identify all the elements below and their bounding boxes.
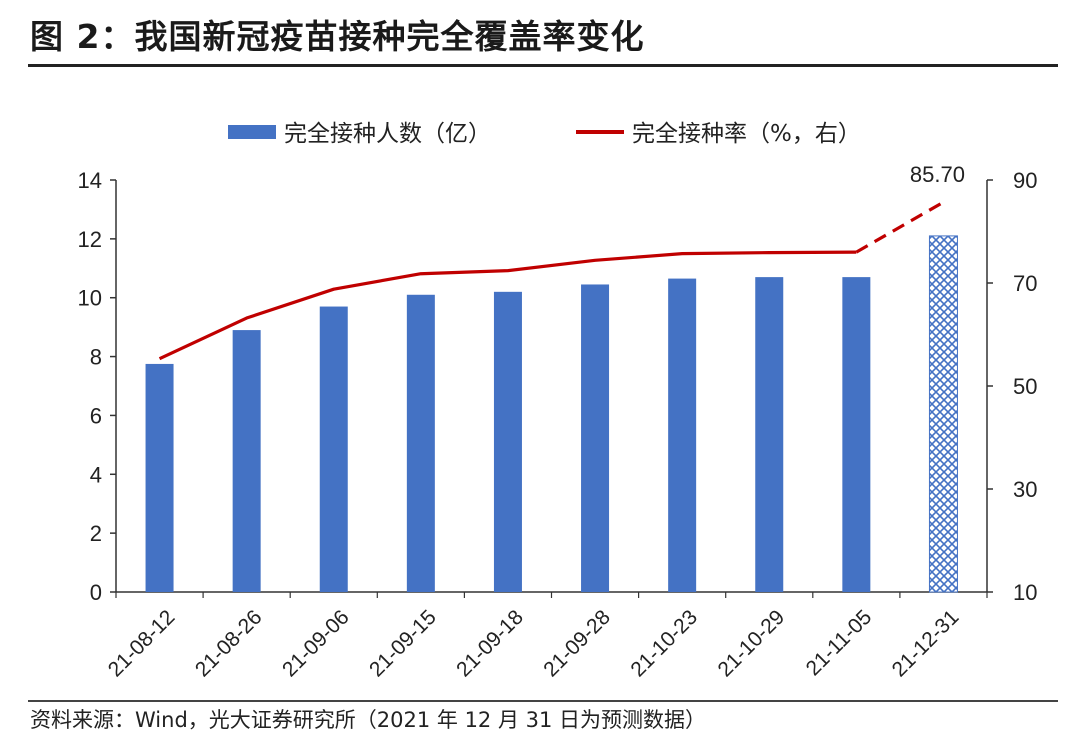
bar [755,277,784,592]
legend-label-line: 完全接种率（%，右） [632,121,861,147]
bar [232,330,261,592]
x-axis-tick-label: 21-08-12 [104,606,180,682]
bar [581,284,610,592]
line-series [158,200,945,361]
left-axis-tick-label: 6 [90,403,102,428]
x-axis-tick-label: 21-09-28 [539,606,615,682]
right-axis-tick-label: 50 [1013,374,1037,399]
legend-label-bar: 完全接种人数（亿） [284,121,491,147]
bar [668,278,697,592]
vaccination-chart: 完全接种人数（亿） 完全接种率（%，右） 0 2 4 6 8 10 12 14 10 30 50 70 9… [78,121,1038,681]
data-label: 85.70 [910,162,965,187]
left-axis-tick-label: 4 [90,462,102,487]
right-axis-tick-label: 30 [1013,477,1037,502]
rate-line [158,250,857,361]
x-axis-tick-label: 21-10-23 [626,606,702,682]
right-axis-tick-label: 90 [1013,168,1037,193]
rate-line-forecast [855,200,945,254]
figure-title: 图 2：我国新冠疫苗接种完全覆盖率变化 [30,17,645,56]
x-axis-tick-label: 21-09-06 [278,606,354,682]
left-axis-tick-label: 0 [90,580,102,605]
left-axis-tick-label: 10 [78,286,102,311]
x-axis-tick-label: 21-08-26 [191,606,267,682]
left-axis-tick-label: 12 [78,227,102,252]
data-labels: 85.70 [910,162,965,187]
bar-forecast [928,235,958,593]
source-note: 资料来源：Wind，光大证券研究所（2021 年 12 月 31 日为预测数据） [30,708,707,732]
bar [406,294,435,592]
x-axis-tick-label: 21-12-31 [888,606,964,682]
legend-swatch-bar [228,125,276,139]
bar [145,363,174,592]
left-axis-tick-label: 2 [90,521,102,546]
bar-series [145,235,958,593]
x-axis-tick-label: 21-09-18 [452,606,528,682]
source-rule [28,700,1058,702]
x-axis-tick-label: 21-11-05 [802,606,877,681]
right-axis-tick-label: 70 [1013,271,1037,296]
x-axis-tick-label: 21-09-15 [365,606,441,682]
right-axis-tick-label: 10 [1013,580,1037,605]
title-rule [28,64,1058,67]
legend: 完全接种人数（亿） 完全接种率（%，右） [228,121,861,147]
left-axis-tick-label: 14 [78,168,102,193]
x-axis-tick-label: 21-10-29 [713,606,789,682]
left-axis-tick-label: 8 [90,345,102,370]
bar [842,277,871,592]
bar [493,291,522,592]
bar [319,306,348,592]
